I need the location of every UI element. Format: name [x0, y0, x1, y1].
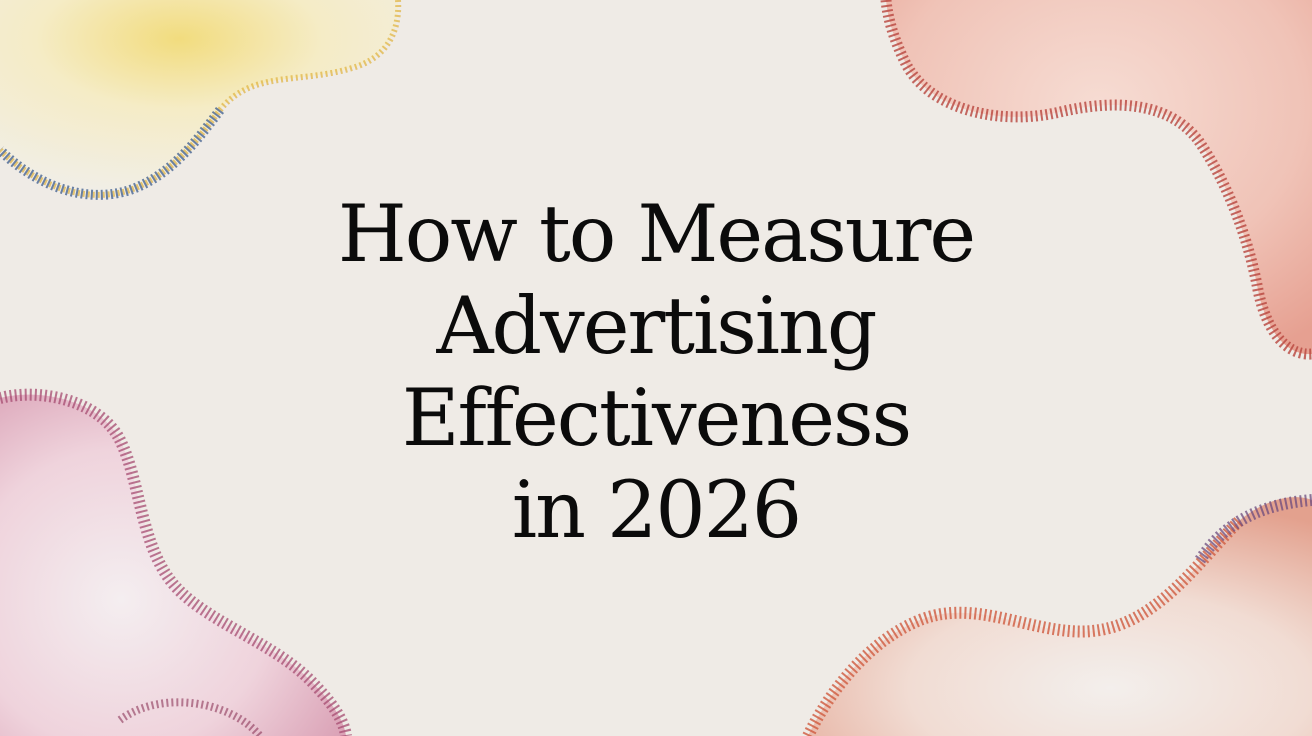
watercolor-blob-top-right: [880, 0, 1312, 360]
title-line-4: in 2026: [511, 464, 802, 556]
title-line-1: How to Measure: [337, 188, 976, 280]
watercolor-blob-bottom-left: [0, 388, 352, 736]
watercolor-blob-top-left: [0, 0, 402, 200]
title-container: How to Measure Advertising Effectiveness…: [306, 182, 1006, 562]
watercolor-blob-bottom-right: [802, 494, 1312, 736]
title-line-2: Advertising: [436, 280, 877, 372]
page-title: How to Measure Advertising Effectiveness…: [337, 188, 976, 556]
title-line-3: Effectiveness: [401, 372, 912, 464]
